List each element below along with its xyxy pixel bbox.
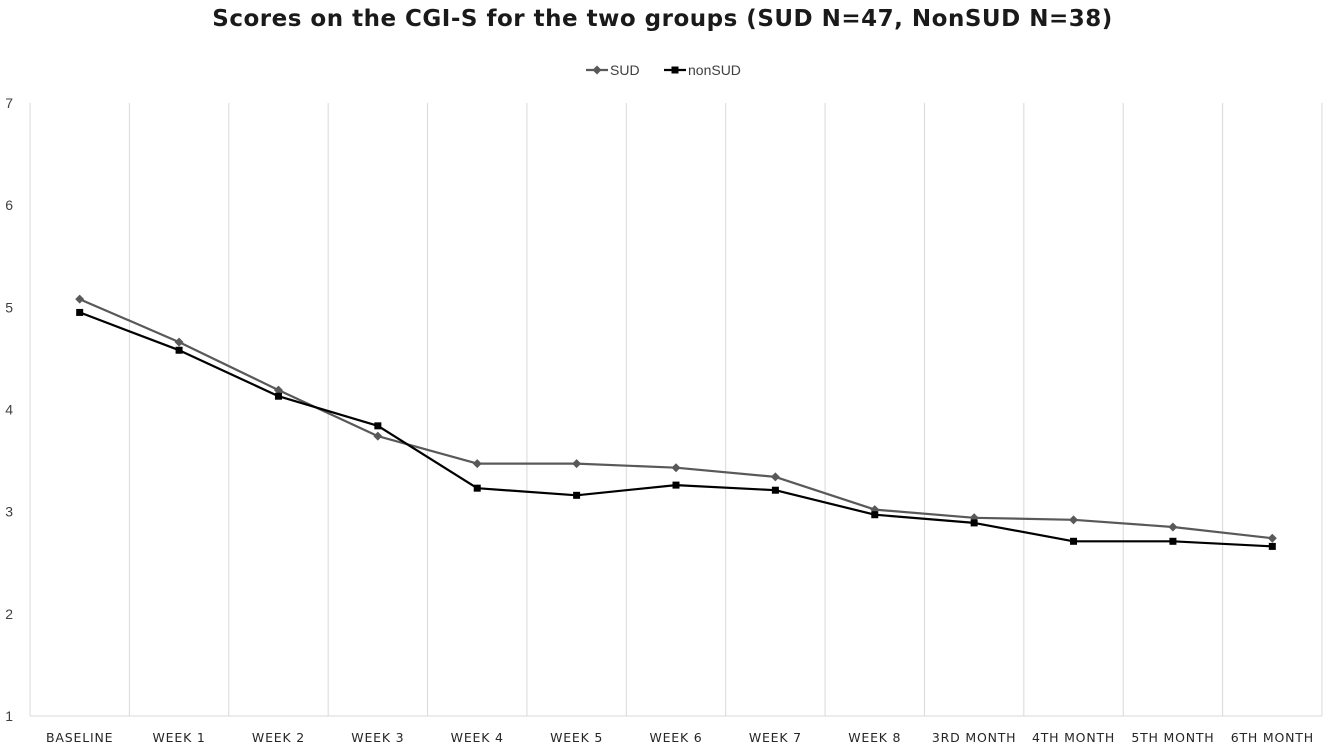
legend-item-sud: SUD	[586, 62, 640, 78]
data-point	[870, 505, 880, 515]
data-point	[472, 459, 482, 469]
data-point	[770, 472, 780, 482]
x-tick-label: BASELINE	[46, 730, 113, 745]
data-point	[1168, 522, 1178, 532]
legend: SUD nonSUD	[586, 62, 741, 78]
y-tick-label: 7	[5, 95, 13, 111]
data-point	[573, 491, 581, 499]
x-tick-label: WEEK 8	[848, 730, 901, 745]
data-point	[672, 481, 680, 489]
series-sud	[75, 294, 1277, 543]
data-point	[75, 294, 85, 304]
series-nonsud	[76, 308, 1276, 550]
x-tick-label: WEEK 4	[451, 730, 504, 745]
data-point	[970, 519, 978, 527]
data-point	[174, 337, 184, 347]
data-point	[1169, 537, 1177, 545]
data-point	[572, 459, 582, 469]
x-tick-label: WEEK 5	[550, 730, 603, 745]
series-line	[79, 298, 1273, 540]
data-point	[76, 308, 84, 316]
data-point	[871, 511, 879, 519]
data-point	[671, 463, 681, 473]
x-tick-label: WEEK 7	[749, 730, 802, 745]
series-line	[79, 311, 1273, 548]
data-point	[1267, 533, 1277, 543]
data-point	[373, 431, 383, 441]
legend-label: SUD	[610, 62, 640, 78]
y-tick-label: 4	[5, 402, 13, 418]
y-tick-label: 6	[5, 197, 13, 213]
data-point	[473, 484, 481, 492]
gridlines	[29, 103, 1323, 716]
legend-marker	[671, 66, 679, 74]
x-tick-label: WEEK 1	[153, 730, 206, 745]
legend-label: nonSUD	[688, 62, 741, 78]
y-axis: 1 2 3 4 5 6 7	[5, 95, 13, 724]
x-tick-label: 5TH MONTH	[1131, 730, 1214, 745]
data-point	[274, 392, 282, 400]
legend-marker	[592, 65, 602, 75]
y-tick-label: 5	[5, 299, 13, 315]
y-tick-label: 1	[5, 708, 13, 724]
x-tick-label: WEEK 2	[252, 730, 305, 745]
x-tick-label: WEEK 6	[649, 730, 702, 745]
data-point	[771, 486, 779, 494]
legend-item-nonsud: nonSUD	[664, 62, 741, 78]
data-point	[1070, 537, 1078, 545]
series-layer	[75, 294, 1277, 550]
data-point	[175, 346, 183, 354]
data-point	[1268, 542, 1276, 550]
chart-title: Scores on the CGI-S for the two groups (…	[212, 6, 1113, 32]
x-tick-label: 3RD MONTH	[932, 730, 1016, 745]
data-point	[273, 385, 283, 395]
y-tick-label: 3	[5, 504, 13, 520]
x-tick-label: 4TH MONTH	[1032, 730, 1115, 745]
y-tick-label: 2	[5, 606, 13, 622]
data-point	[1069, 515, 1079, 525]
x-axis: BASELINE WEEK 1 WEEK 2 WEEK 3 WEEK 4 WEEK 5 WE…	[30, 715, 1322, 745]
data-point	[374, 422, 382, 430]
x-tick-label: 6TH MONTH	[1231, 730, 1314, 745]
x-tick-label: WEEK 3	[351, 730, 404, 745]
